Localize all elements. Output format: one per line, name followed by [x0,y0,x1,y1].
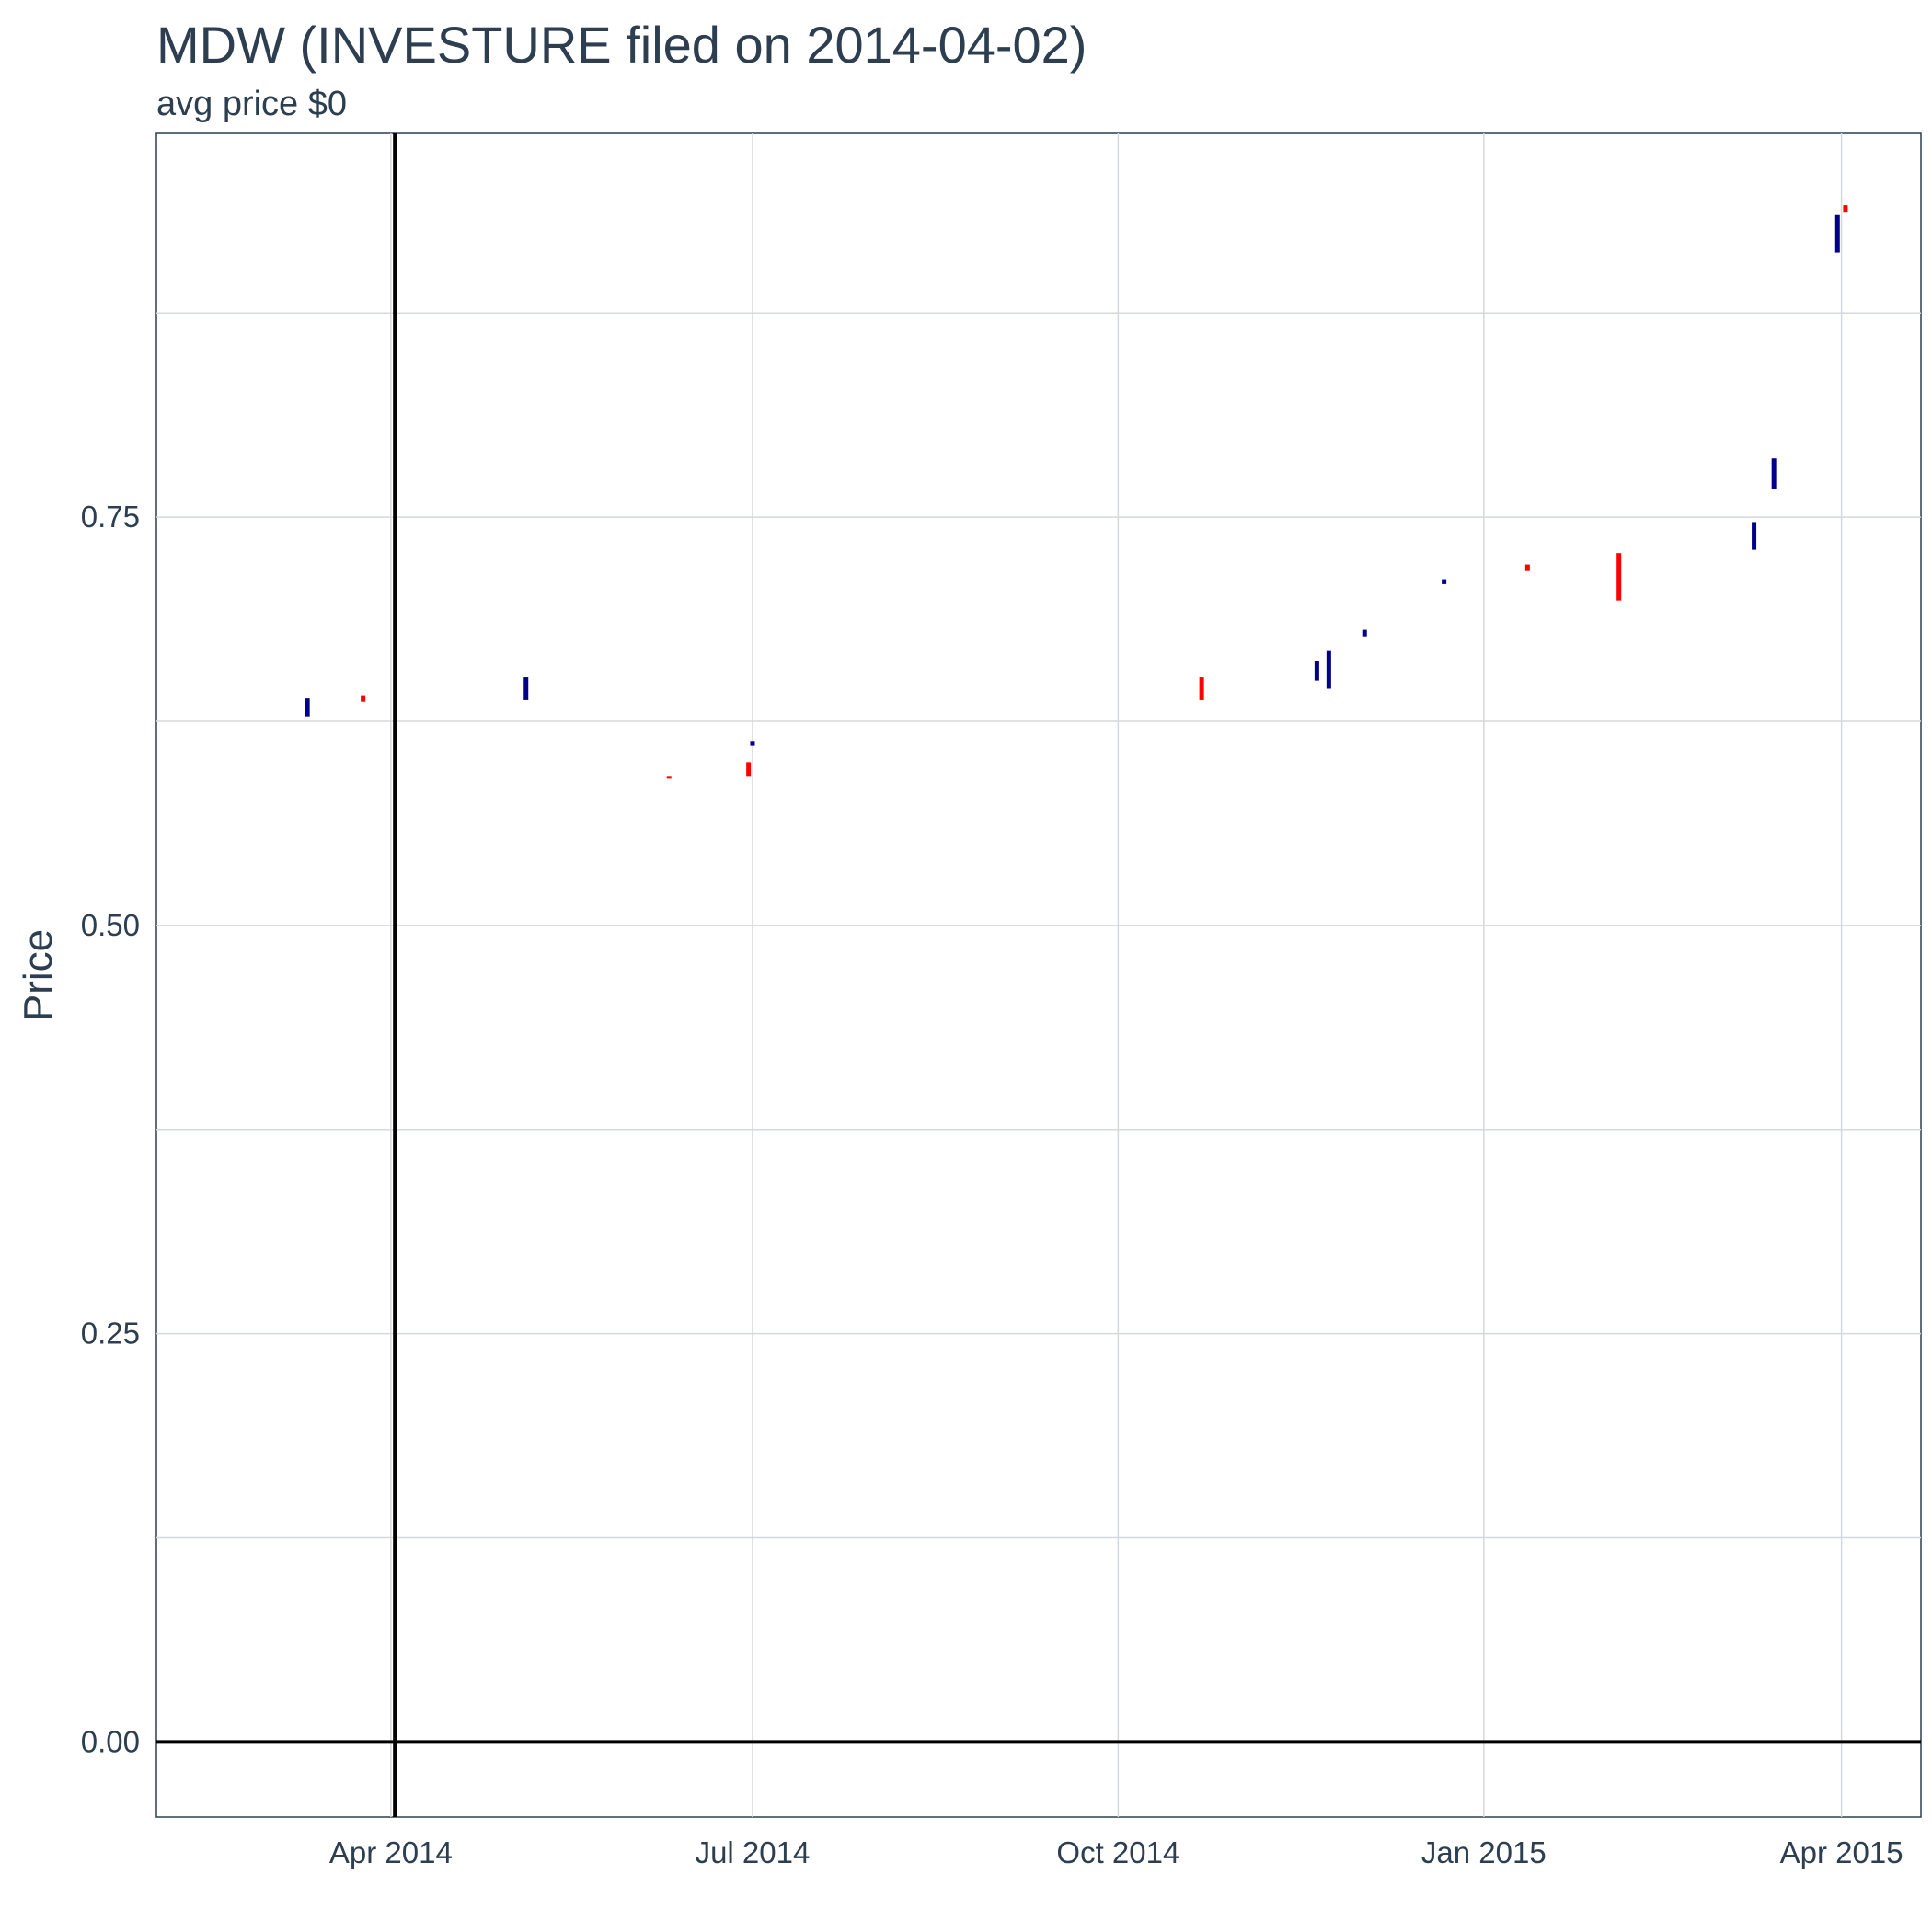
x-axis: Apr 2014 Jul 2014 Oct 2014 Jan 2015 Apr 2015 [329,1835,1903,1869]
price-bar-2015-03-10 [1752,522,1757,550]
chart-subtitle: avg price $0 [156,85,348,123]
x-tick-label: Jan 2015 [1421,1835,1547,1869]
price-bar-2015-02-04 [1616,553,1622,601]
x-tick-label: Apr 2015 [1780,1835,1903,1869]
price-bar-2015-03-15 [1771,458,1777,489]
x-tick-label: Jul 2014 [696,1835,811,1869]
price-bar-2015-01-12 [1524,564,1530,571]
price-bar-2014-12-02 [1362,629,1367,637]
y-tick-label: 0.75 [81,500,140,534]
price-bar-2014-03-25 [361,695,366,702]
price-bar-2015-04-02 [1843,205,1848,213]
price-bar-2014-06-10 [666,776,672,779]
price-bars [305,205,1848,779]
price-bar-2014-03-11 [305,698,310,717]
price-bar-2014-06-30 [746,762,752,777]
price-bar-2014-11-23 [1326,650,1331,689]
y-tick-label: 0.00 [81,1724,140,1758]
x-tick-label: Oct 2014 [1056,1835,1179,1869]
y-axis: 0.00 0.25 0.50 0.75 [81,500,140,1758]
price-bar-2014-12-22 [1442,579,1447,584]
chart-title: MDW (INVESTURE filed on 2014-04-02) [156,16,1087,74]
y-tick-label: 0.25 [81,1317,140,1351]
reference-lines [156,133,1921,1817]
price-bar-2014-05-05 [523,677,529,700]
y-axis-label: Price [16,929,61,1021]
y-tick-label: 0.50 [81,908,140,942]
x-tick-label: Apr 2014 [329,1835,453,1869]
price-bar-2014-10-22 [1199,677,1204,700]
price-bar-2014-07-01 [750,741,755,746]
price-bar-2015-03-31 [1834,214,1840,253]
grid-lines [156,133,1921,1817]
plot-panel [155,132,1922,1818]
price-bar-2014-11-20 [1314,661,1319,681]
